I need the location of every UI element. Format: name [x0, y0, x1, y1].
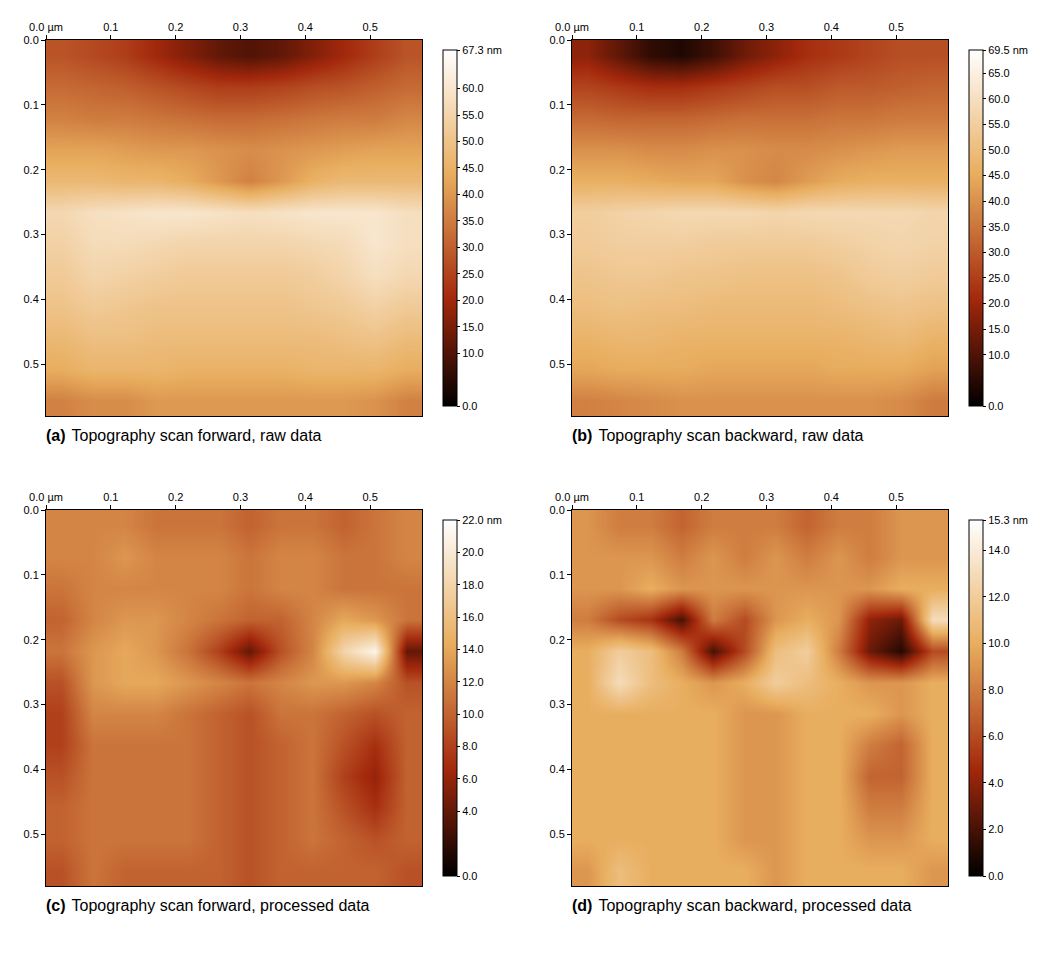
svg-text:0.0 µm: 0.0 µm	[555, 491, 589, 503]
svg-text:0.0 µm: 0.0 µm	[555, 21, 589, 33]
svg-text:10.0: 10.0	[988, 349, 1009, 361]
svg-text:20.0: 20.0	[988, 297, 1009, 309]
svg-text:35.0: 35.0	[988, 221, 1009, 233]
svg-text:0.3: 0.3	[759, 21, 774, 33]
html-text:(a) Topography scan forward, r: (a) Topography scan forward, raw data	[46, 427, 322, 444]
svg-text:0.4: 0.4	[298, 21, 313, 33]
svg-text:0.0: 0.0	[550, 34, 565, 46]
svg-text:40.0: 40.0	[988, 195, 1009, 207]
svg-text:14.0: 14.0	[988, 544, 1009, 556]
svg-text:0.0: 0.0	[550, 504, 565, 516]
svg-text:69.5 nm: 69.5 nm	[988, 44, 1028, 56]
svg-text:30.0: 30.0	[988, 246, 1009, 258]
svg-text:0.2: 0.2	[168, 491, 183, 503]
svg-text:12.0: 12.0	[988, 591, 1009, 603]
svg-text:10.0: 10.0	[462, 708, 483, 720]
svg-text:0.2: 0.2	[694, 21, 709, 33]
svg-text:25.0: 25.0	[988, 272, 1009, 284]
svg-text:0.2: 0.2	[550, 634, 565, 646]
svg-text:22.0 nm: 22.0 nm	[462, 514, 502, 526]
svg-text:0.3: 0.3	[24, 228, 39, 240]
svg-text:8.0: 8.0	[462, 740, 477, 752]
svg-text:45.0: 45.0	[988, 169, 1009, 181]
svg-text:60.0: 60.0	[462, 82, 483, 94]
svg-text:0.0: 0.0	[988, 870, 1003, 882]
svg-text:0.1: 0.1	[550, 99, 565, 111]
svg-text:0.5: 0.5	[888, 491, 903, 503]
svg-text:2.0: 2.0	[988, 823, 1003, 835]
svg-text:55.0: 55.0	[462, 109, 483, 121]
svg-text:0.2: 0.2	[24, 634, 39, 646]
svg-text:35.0: 35.0	[462, 215, 483, 227]
svg-text:0.1: 0.1	[629, 491, 644, 503]
svg-text:6.0: 6.0	[462, 773, 477, 785]
svg-text:0.1: 0.1	[103, 21, 118, 33]
svg-text:50.0: 50.0	[988, 144, 1009, 156]
svg-text:10.0: 10.0	[988, 637, 1009, 649]
svg-text:0.1: 0.1	[629, 21, 644, 33]
svg-text:0.0: 0.0	[462, 870, 477, 882]
svg-text:0.3: 0.3	[233, 21, 248, 33]
svg-text:4.0: 4.0	[988, 777, 1003, 789]
svg-text:8.0: 8.0	[988, 684, 1003, 696]
svg-text:25.0: 25.0	[462, 268, 483, 280]
svg-text:40.0: 40.0	[462, 188, 483, 200]
svg-text:4.0: 4.0	[462, 805, 477, 817]
svg-text:0.5: 0.5	[888, 21, 903, 33]
svg-text:0.0 µm: 0.0 µm	[29, 21, 63, 33]
svg-text:0.2: 0.2	[168, 21, 183, 33]
svg-text:0.5: 0.5	[24, 358, 39, 370]
svg-text:0.5: 0.5	[362, 491, 377, 503]
svg-text:0.0: 0.0	[462, 400, 477, 412]
svg-text:0.0: 0.0	[24, 504, 39, 516]
svg-text:0.4: 0.4	[24, 293, 39, 305]
svg-text:18.0: 18.0	[462, 579, 483, 591]
svg-text:0.4: 0.4	[824, 21, 839, 33]
svg-text:0.3: 0.3	[550, 228, 565, 240]
svg-text:0.1: 0.1	[550, 569, 565, 581]
svg-text:0.2: 0.2	[694, 491, 709, 503]
svg-text:6.0: 6.0	[988, 730, 1003, 742]
svg-text:0.5: 0.5	[550, 358, 565, 370]
html-text:(d) Topography scan backward,: (d) Topography scan backward, processed …	[572, 897, 912, 914]
svg-text:0.4: 0.4	[824, 491, 839, 503]
svg-text:0.3: 0.3	[24, 698, 39, 710]
svg-text:0.4: 0.4	[550, 293, 565, 305]
svg-text:67.3 nm: 67.3 nm	[462, 44, 502, 56]
svg-text:0.5: 0.5	[362, 21, 377, 33]
svg-text:50.0: 50.0	[462, 135, 483, 147]
svg-text:14.0: 14.0	[462, 643, 483, 655]
svg-text:0.5: 0.5	[24, 828, 39, 840]
svg-text:15.0: 15.0	[988, 323, 1009, 335]
svg-text:0.0 µm: 0.0 µm	[29, 491, 63, 503]
svg-text:65.0: 65.0	[988, 67, 1009, 79]
svg-text:60.0: 60.0	[988, 93, 1009, 105]
svg-text:0.2: 0.2	[24, 164, 39, 176]
svg-text:15.3 nm: 15.3 nm	[988, 514, 1028, 526]
svg-text:45.0: 45.0	[462, 162, 483, 174]
svg-text:15.0: 15.0	[462, 321, 483, 333]
svg-text:12.0: 12.0	[462, 676, 483, 688]
svg-text:0.1: 0.1	[24, 99, 39, 111]
svg-text:10.0: 10.0	[462, 347, 483, 359]
svg-text:0.5: 0.5	[550, 828, 565, 840]
svg-text:30.0: 30.0	[462, 241, 483, 253]
svg-text:0.2: 0.2	[550, 164, 565, 176]
svg-text:0.4: 0.4	[24, 763, 39, 775]
html-text:(b) Topography scan backward,: (b) Topography scan backward, raw data	[572, 427, 864, 444]
svg-text:0.0: 0.0	[988, 400, 1003, 412]
svg-text:20.0: 20.0	[462, 546, 483, 558]
svg-text:0.1: 0.1	[24, 569, 39, 581]
svg-text:0.3: 0.3	[759, 491, 774, 503]
html-text:(c) Topography scan forward, p: (c) Topography scan forward, processed d…	[46, 897, 370, 914]
svg-text:0.3: 0.3	[550, 698, 565, 710]
svg-text:16.0: 16.0	[462, 611, 483, 623]
svg-text:0.3: 0.3	[233, 491, 248, 503]
svg-text:0.0: 0.0	[24, 34, 39, 46]
svg-text:20.0: 20.0	[462, 294, 483, 306]
svg-text:0.1: 0.1	[103, 491, 118, 503]
svg-text:0.4: 0.4	[550, 763, 565, 775]
svg-text:0.4: 0.4	[298, 491, 313, 503]
svg-text:55.0: 55.0	[988, 118, 1009, 130]
